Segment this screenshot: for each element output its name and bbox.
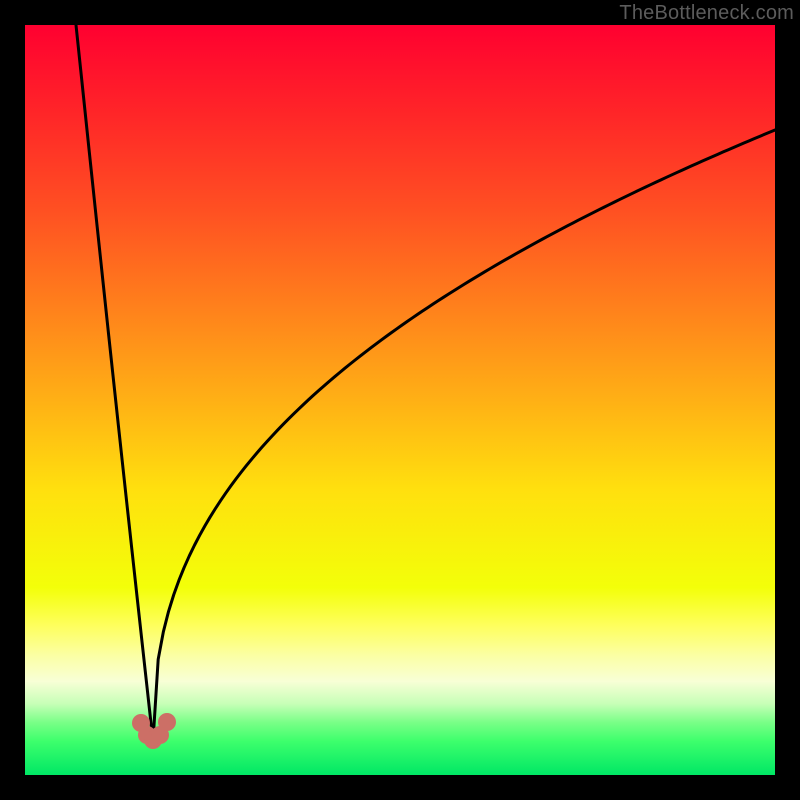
- chart-stage: TheBottleneck.com: [0, 0, 800, 800]
- chart-svg: [0, 0, 800, 800]
- watermark-text: TheBottleneck.com: [619, 2, 794, 25]
